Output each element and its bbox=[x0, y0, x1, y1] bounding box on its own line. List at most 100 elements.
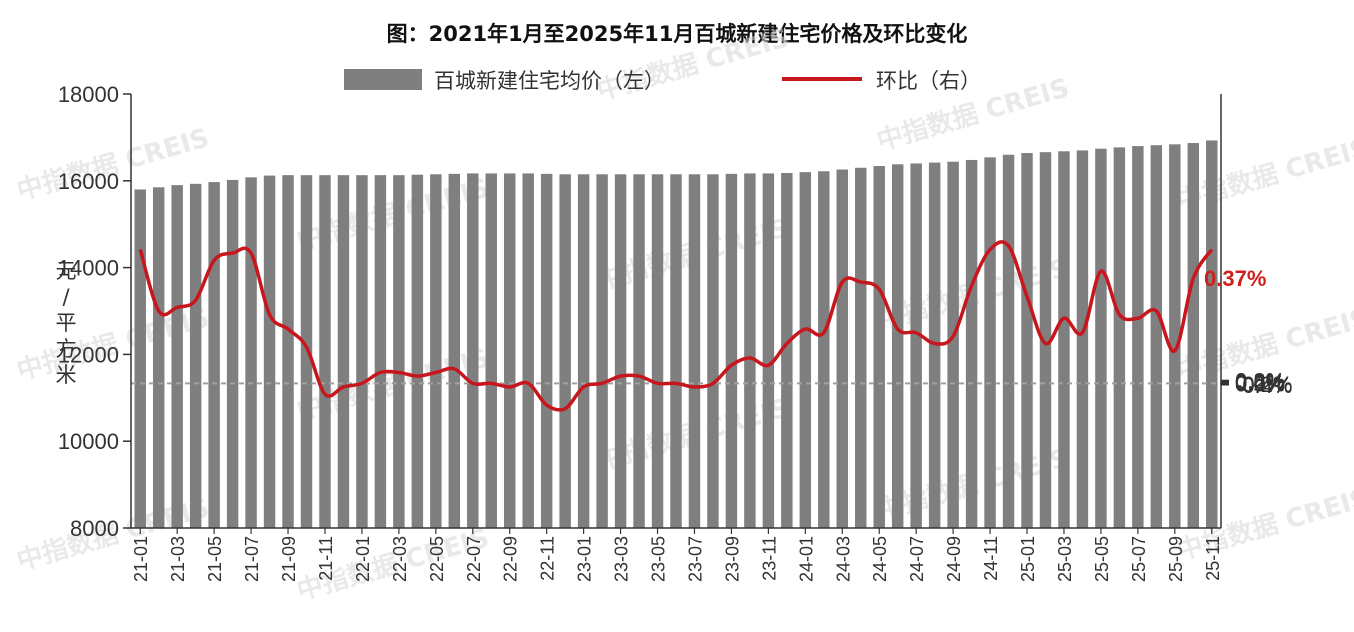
x-tick-label: 22-09 bbox=[501, 536, 521, 582]
x-tick-label: 24-09 bbox=[944, 536, 964, 582]
price-bar bbox=[1206, 140, 1218, 528]
price-bar bbox=[1058, 151, 1070, 529]
price-bar bbox=[651, 174, 664, 529]
right-tick-label: 0.4% bbox=[1235, 370, 1285, 395]
ylabel-char: 米 bbox=[56, 363, 77, 387]
x-tick-label: 22-07 bbox=[464, 536, 484, 582]
right-axis-ticks: 0.8%0.6%0.4%0.2%0.0%-0.2%-0.4% bbox=[1221, 368, 1292, 398]
x-tick-label: 21-09 bbox=[279, 536, 299, 582]
price-bar bbox=[891, 164, 904, 528]
mom-change-line bbox=[138, 240, 1214, 412]
price-bar bbox=[1002, 154, 1015, 528]
left-tick-label: 10000 bbox=[58, 429, 119, 454]
price-bar bbox=[226, 179, 239, 528]
ylabel-char: 方 bbox=[56, 337, 77, 361]
price-bar bbox=[762, 173, 775, 529]
price-bar bbox=[208, 182, 220, 528]
watermark-text: 中指数据 CREIS bbox=[1174, 483, 1354, 567]
price-bar bbox=[559, 174, 571, 529]
x-tick-label: 23-07 bbox=[685, 536, 705, 582]
x-tick-label: 25-07 bbox=[1129, 536, 1149, 582]
x-tick-label: 21-05 bbox=[205, 536, 225, 582]
price-bar bbox=[725, 173, 738, 529]
left-axis-ticks: 18000 16000 14000 12000 10000 8000 bbox=[58, 82, 131, 541]
price-bar bbox=[1113, 147, 1126, 528]
price-bar bbox=[1169, 144, 1181, 528]
x-tick-label: 25-11 bbox=[1203, 536, 1223, 581]
price-bar bbox=[1150, 145, 1163, 528]
x-tick-label: 22-01 bbox=[353, 536, 373, 582]
price-bar bbox=[319, 175, 331, 528]
x-tick-label: 25-01 bbox=[1018, 536, 1038, 582]
watermark-text: 中指数据 CREIS bbox=[1174, 133, 1354, 217]
x-tick-label: 25-05 bbox=[1092, 536, 1112, 582]
price-bar bbox=[1132, 146, 1144, 528]
price-bar bbox=[485, 173, 497, 529]
watermark-text: 中指数据 CREIS bbox=[594, 23, 793, 107]
x-tick-label: 24-07 bbox=[907, 536, 927, 582]
legend-line-label: 环比（右） bbox=[876, 69, 981, 93]
price-bar bbox=[1039, 152, 1052, 528]
price-bar bbox=[393, 175, 405, 528]
x-tick-label: 23-09 bbox=[722, 536, 742, 582]
price-bar bbox=[688, 174, 701, 529]
price-bar bbox=[1095, 148, 1107, 528]
price-bar bbox=[1076, 150, 1089, 529]
price-bar bbox=[614, 174, 627, 529]
left-tick-label: 8000 bbox=[70, 516, 119, 541]
price-bar bbox=[263, 175, 276, 528]
price-bar bbox=[467, 173, 479, 529]
price-bar bbox=[337, 175, 350, 528]
x-tick-label: 21-03 bbox=[168, 536, 188, 582]
price-bar bbox=[430, 174, 442, 529]
right-tick-label: -0.2% bbox=[1235, 372, 1292, 397]
right-tick-label: 0.2% bbox=[1235, 371, 1285, 396]
left-tick-label: 16000 bbox=[58, 169, 119, 194]
price-bar bbox=[448, 173, 461, 529]
price-bar bbox=[245, 177, 257, 528]
x-tick-label: 24-03 bbox=[833, 536, 853, 582]
price-bar bbox=[910, 163, 922, 528]
price-bar bbox=[504, 173, 516, 529]
x-tick-label: 21-07 bbox=[242, 536, 262, 582]
x-tick-label: 22-05 bbox=[427, 536, 447, 582]
price-bar bbox=[411, 174, 424, 528]
x-tick-label: 23-05 bbox=[649, 536, 669, 582]
right-tick-label: -0.4% bbox=[1235, 373, 1292, 398]
price-bar bbox=[633, 174, 645, 529]
price-bar bbox=[596, 174, 608, 529]
ylabel-char: 元 bbox=[56, 259, 77, 283]
x-tick-label: 25-03 bbox=[1055, 536, 1075, 582]
legend-bar-label: 百城新建住宅均价（左） bbox=[434, 69, 665, 93]
x-tick-label: 22-03 bbox=[390, 536, 410, 582]
legend: 百城新建住宅均价（左） 环比（右） bbox=[344, 69, 981, 93]
axes bbox=[130, 94, 1222, 529]
price-bar bbox=[873, 166, 885, 529]
right-tick-label: 0.6% bbox=[1235, 369, 1285, 394]
price-bar bbox=[152, 187, 165, 528]
left-tick-label: 18000 bbox=[58, 82, 119, 107]
x-tick-label: 23-03 bbox=[612, 536, 632, 582]
price-bar bbox=[855, 167, 867, 528]
x-axis-ticks: 21-01 21-03 21-05 21-07 21-09 21-11 22-01 22-03… bbox=[131, 528, 1223, 582]
price-bar bbox=[374, 175, 387, 528]
x-tick-label: 24-01 bbox=[796, 536, 816, 582]
x-tick-label: 25-09 bbox=[1166, 536, 1186, 582]
ylabel-char: / bbox=[62, 285, 70, 309]
right-tick-label: 0.0% bbox=[1235, 371, 1285, 396]
price-bar bbox=[1021, 153, 1033, 528]
line-series bbox=[138, 240, 1214, 412]
bar-series bbox=[134, 140, 1218, 529]
price-bar bbox=[836, 169, 848, 528]
x-tick-label: 24-11 bbox=[981, 536, 1001, 581]
price-bar bbox=[540, 173, 553, 529]
x-tick-label: 23-01 bbox=[575, 536, 595, 582]
x-tick-label: 23-11 bbox=[759, 536, 779, 581]
price-bar bbox=[282, 175, 294, 528]
left-tick-label: 14000 bbox=[58, 256, 119, 281]
price-bar bbox=[818, 171, 830, 528]
price-bar bbox=[522, 173, 534, 529]
price-bar bbox=[1187, 143, 1200, 529]
right-tick-label: 0.8% bbox=[1235, 368, 1285, 393]
